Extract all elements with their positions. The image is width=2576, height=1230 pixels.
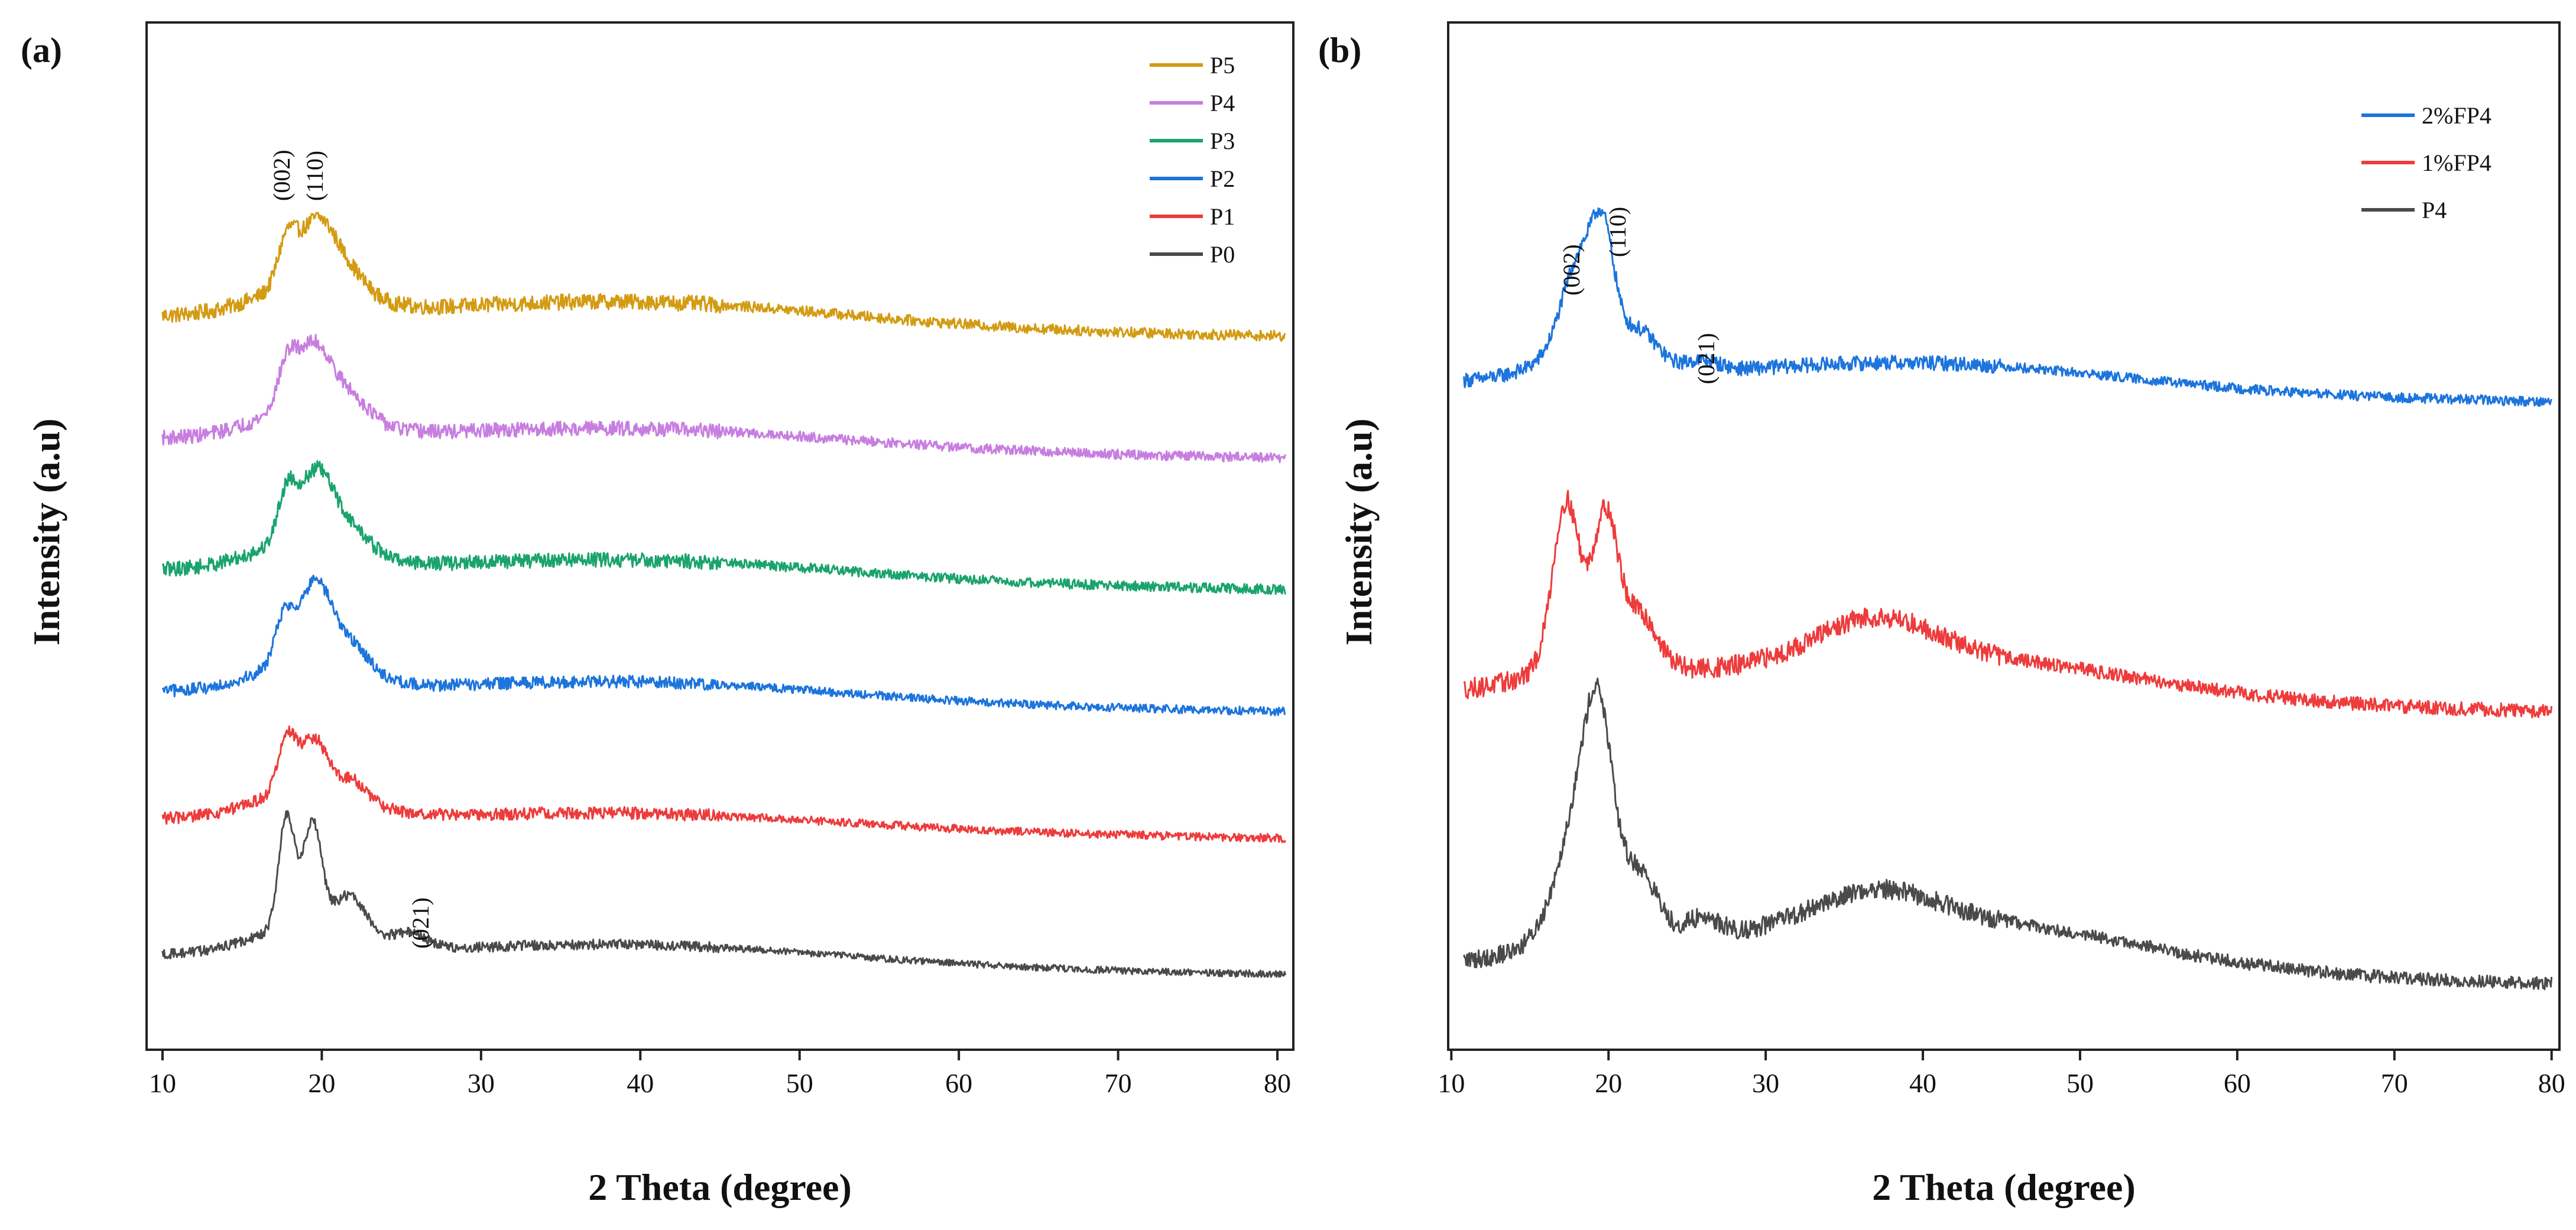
- x-tick-label: 70: [1105, 1068, 1132, 1098]
- legend-label: P5: [1210, 52, 1235, 79]
- x-tick-label: 40: [627, 1068, 654, 1098]
- legend-label: P0: [1210, 241, 1235, 268]
- series-line-p5: [161, 212, 1286, 342]
- series-line-p2: [161, 575, 1286, 716]
- series-line-2fp4: [1463, 207, 2553, 407]
- panel-a: (a) 10 20 30 40 50 60 70 80 P5 P4 P3 P2 P1 P0 2 Thet…: [21, 21, 1295, 1208]
- series-line-p4: [161, 333, 1286, 463]
- legend-label: P3: [1210, 128, 1235, 154]
- series-line-p1: [161, 725, 1286, 843]
- x-tick-label: 20: [308, 1068, 335, 1098]
- panel-b-annotation-021: (021): [1693, 333, 1720, 384]
- panel-b-x-axis-label: 2 Theta (degree): [1872, 1166, 2136, 1208]
- legend-label: P1: [1210, 203, 1235, 230]
- x-tick-label: 30: [468, 1068, 495, 1098]
- panel-b-series-lines: [1463, 207, 2553, 991]
- panel-b-legend: 2%FP4 1%FP4 P4: [2361, 102, 2491, 223]
- legend-label: P2: [1210, 165, 1235, 192]
- x-tick-label: 10: [149, 1068, 176, 1098]
- legend-label: 2%FP4: [2422, 102, 2491, 129]
- x-tick-label: 50: [786, 1068, 813, 1098]
- legend-label: P4: [2422, 197, 2447, 223]
- panel-a-label: (a): [21, 31, 62, 70]
- x-tick-label: 30: [1752, 1068, 1779, 1098]
- series-line-1fp4: [1463, 489, 2553, 719]
- panel-a-legend: P5 P4 P3 P2 P1 P0: [1150, 52, 1235, 268]
- series-line-p4: [1463, 677, 2553, 991]
- legend-label: P4: [1210, 90, 1235, 116]
- x-tick-label: 80: [1264, 1068, 1291, 1098]
- x-tick-label: 10: [1438, 1068, 1465, 1098]
- x-tick-label: 80: [2538, 1068, 2565, 1098]
- x-tick-label: 40: [1909, 1068, 1936, 1098]
- panel-a-x-axis-label: 2 Theta (degree): [588, 1166, 852, 1208]
- legend-label: 1%FP4: [2422, 150, 2491, 176]
- x-tick-label: 60: [945, 1068, 972, 1098]
- panel-a-series-lines: [161, 212, 1286, 978]
- panel-a-plot-frame: [145, 21, 1295, 1051]
- panel-b-annotation-002: (002): [1558, 244, 1585, 296]
- panel-b-label: (b): [1318, 31, 1361, 70]
- panel-a-annotation-021: (021): [407, 897, 434, 949]
- x-tick-label: 70: [2381, 1068, 2408, 1098]
- x-tick-label: 50: [2066, 1068, 2094, 1098]
- series-line-p0: [161, 810, 1286, 978]
- panel-b-y-axis-label: Intensity (a.u): [1338, 418, 1380, 645]
- panel-b-plot-frame: [1447, 21, 2561, 1051]
- panel-b: (b) 10 20 30 40 50 60 70 80 2%FP4 1%FP4 P4 2 Thet…: [1318, 21, 2565, 1208]
- x-tick-label: 60: [2224, 1068, 2251, 1098]
- panel-a-annotation-002: (002): [268, 150, 295, 201]
- panel-a-annotation-110: (110): [301, 151, 328, 201]
- panel-a-y-axis-label: Intensity (a.u): [25, 418, 67, 645]
- series-line-p3: [161, 460, 1286, 595]
- x-tick-label: 20: [1595, 1068, 1622, 1098]
- panel-a-ticks: 10 20 30 40 50 60 70 80: [149, 1050, 1291, 1098]
- panel-b-annotation-110: (110): [1604, 207, 1631, 257]
- panel-b-ticks: 10 20 30 40 50 60 70 80: [1438, 1050, 2565, 1098]
